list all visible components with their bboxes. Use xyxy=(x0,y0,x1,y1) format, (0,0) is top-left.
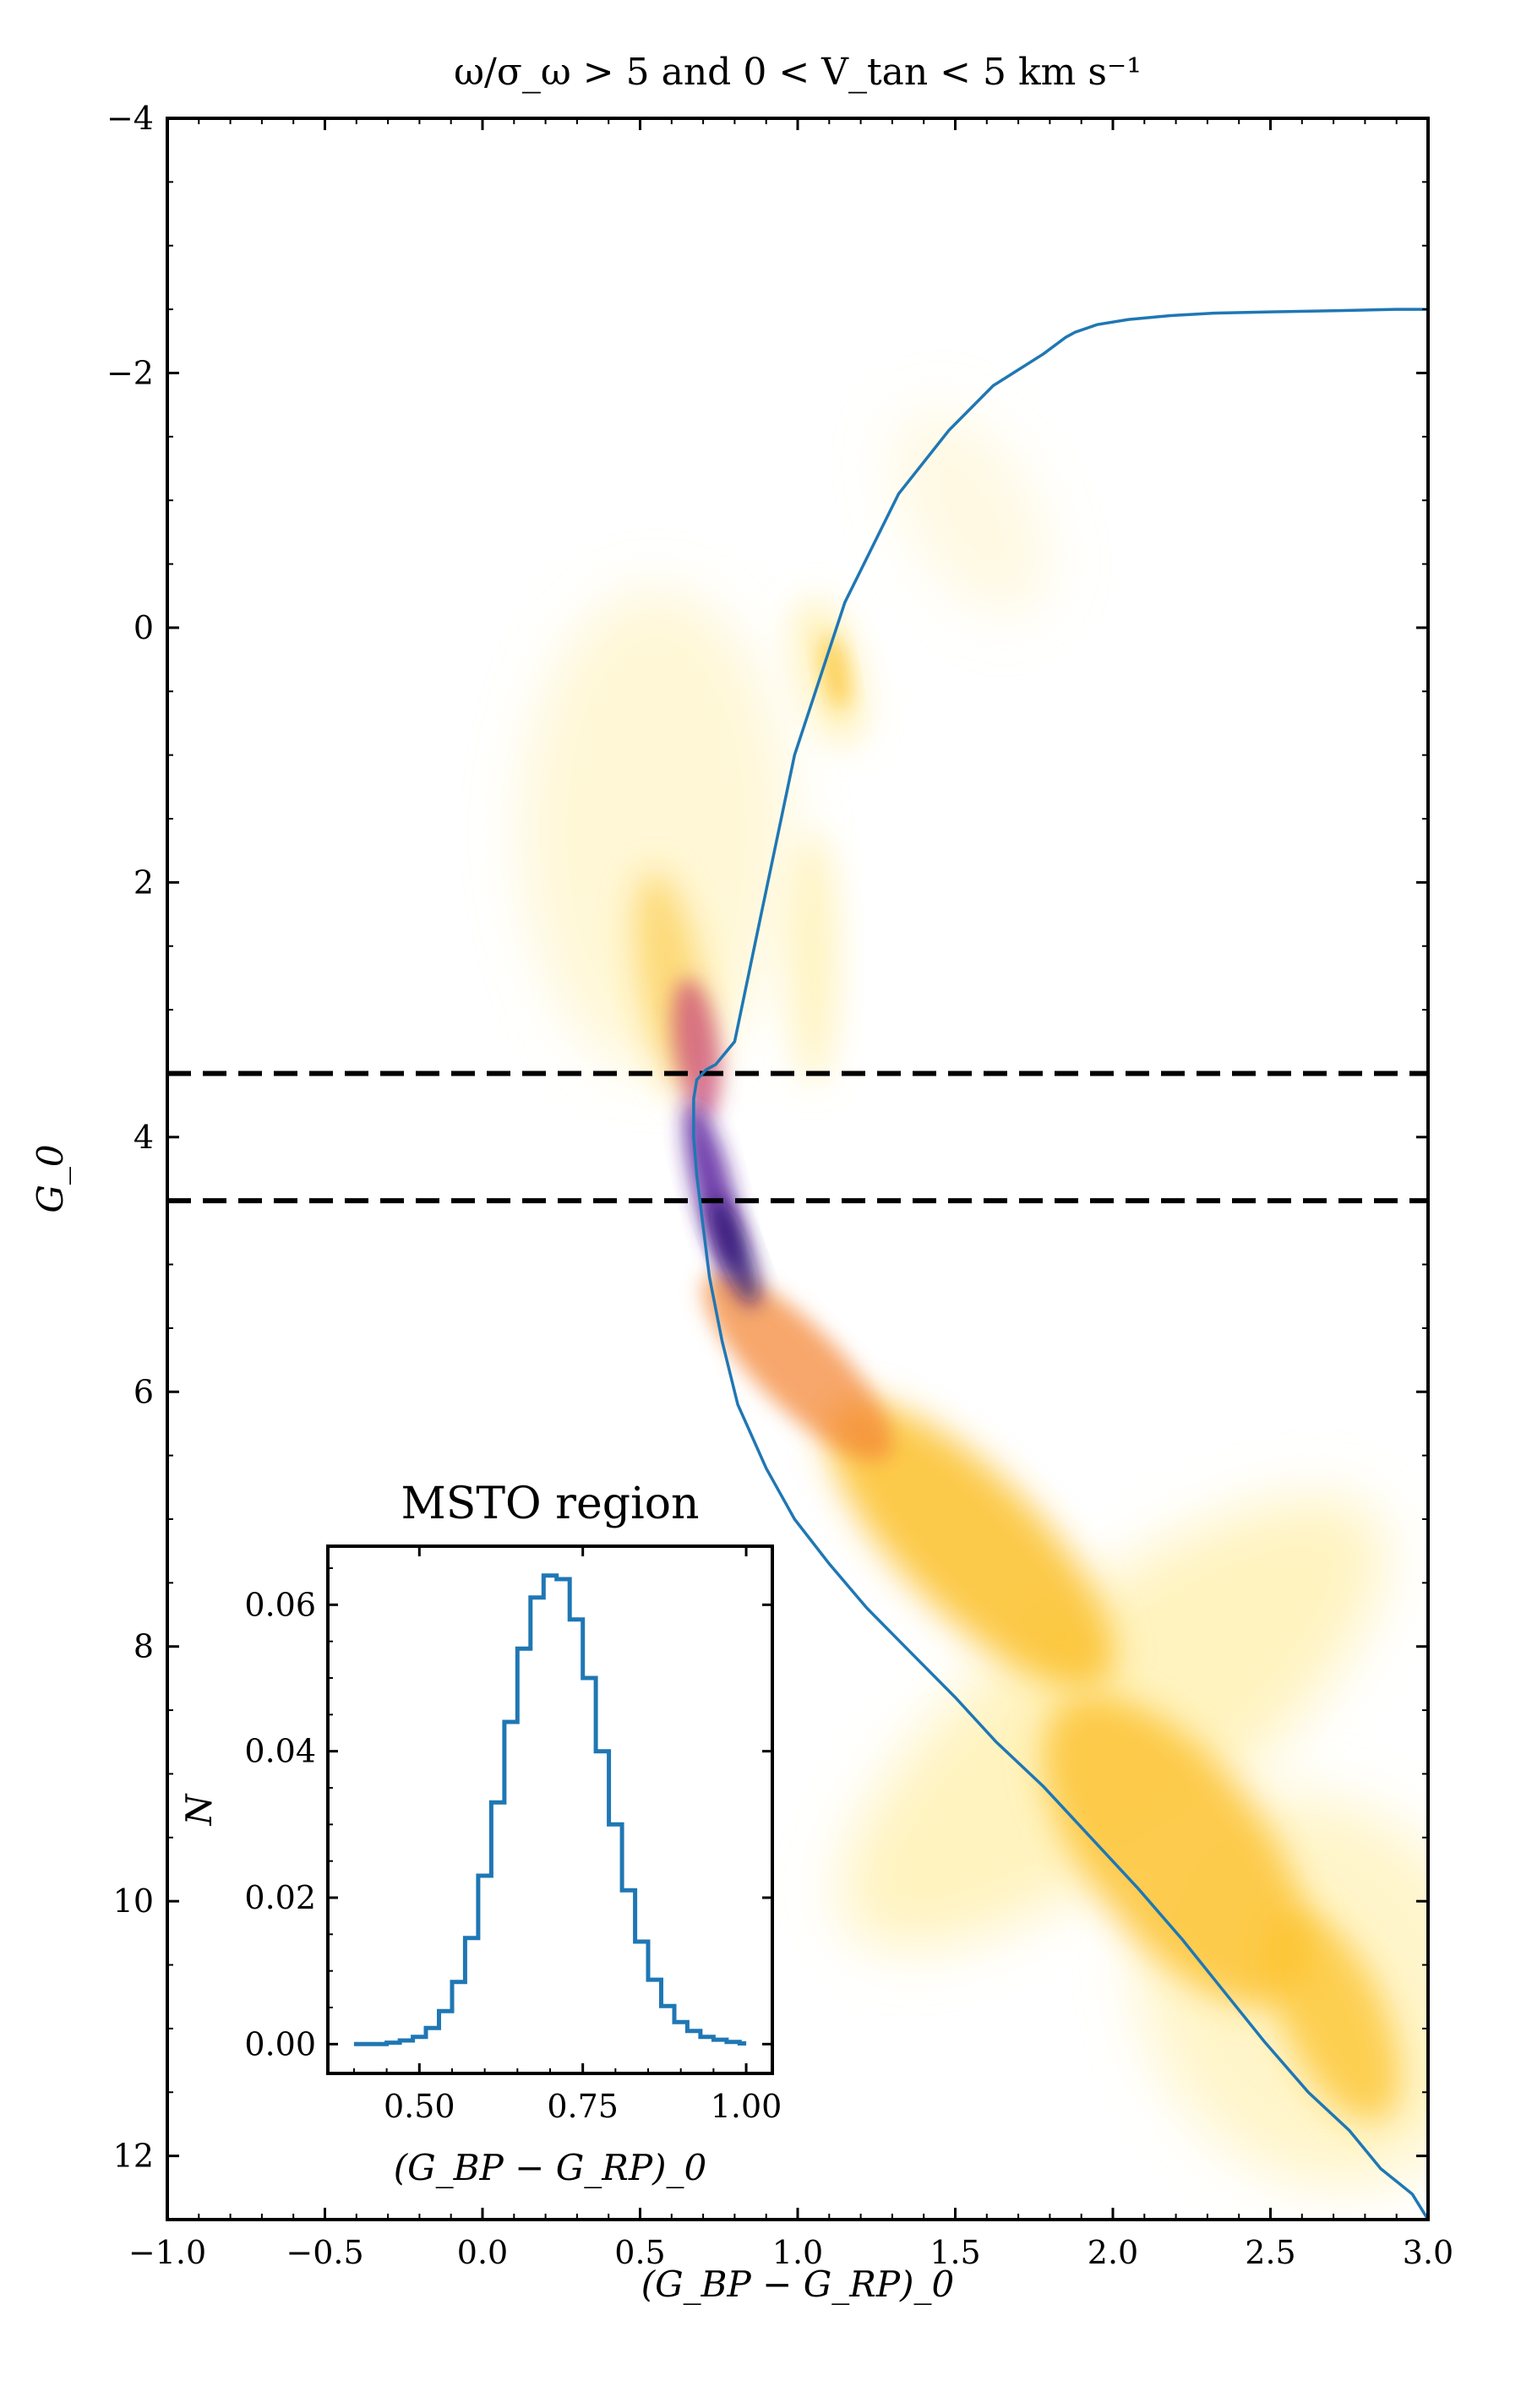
isochrone-line xyxy=(692,308,1428,2220)
density-blob xyxy=(703,1272,892,1462)
inset-y-axis-ticks: 0.00 0.02 0.04 0.06 xyxy=(244,1567,772,2062)
cmd-density xyxy=(523,408,1428,2187)
density-blob xyxy=(523,589,788,1074)
y-tick-label: −4 xyxy=(106,100,154,137)
y-tick-label: −2 xyxy=(106,354,154,391)
x-tick-label: 3.0 xyxy=(1403,2234,1453,2271)
inset-histogram-line xyxy=(353,1573,747,2046)
y-axis-label: G_0 xyxy=(30,1144,71,1212)
x-tick-label: 0.0 xyxy=(457,2234,508,2271)
density-blob xyxy=(1267,1910,1400,2122)
inset-y-axis-label: N xyxy=(178,1793,220,1826)
density-layer xyxy=(523,408,1428,2187)
inset-y-tick-label: 0.00 xyxy=(244,2025,316,2062)
x-tick-label: 2.0 xyxy=(1088,2234,1138,2271)
inset-x-tick-label: 0.50 xyxy=(384,2088,455,2125)
density-blob xyxy=(827,1401,1115,1689)
inset-y-tick-label: 0.04 xyxy=(244,1733,316,1770)
inset-x-tick-label: 1.00 xyxy=(711,2088,782,2125)
y-tick-label: 12 xyxy=(113,2138,154,2175)
density-blob xyxy=(1042,1695,1310,2006)
inset-x-axis-label: (G_BP − G_RP)_0 xyxy=(394,2147,707,2188)
inset-y-tick-label: 0.02 xyxy=(244,1879,316,1916)
inset-title: MSTO region xyxy=(401,1479,699,1529)
x-tick-label: 0.5 xyxy=(614,2234,665,2271)
density-blob xyxy=(710,1197,760,1306)
x-tick-label: 2.5 xyxy=(1245,2234,1295,2271)
y-tick-label: 6 xyxy=(134,1373,154,1410)
x-tick-label: −0.5 xyxy=(286,2234,363,2271)
inset-y-tick-label: 0.06 xyxy=(244,1586,316,1623)
density-blob xyxy=(891,408,1050,618)
dashed-lines xyxy=(167,1071,1428,1204)
y-tick-label: 0 xyxy=(134,609,154,646)
inset-x-tick-label: 0.75 xyxy=(547,2088,619,2125)
y-tick-label: 4 xyxy=(134,1119,154,1156)
y-axis-ticks: −4 −2 0 2 4 6 8 10 12 xyxy=(106,100,1428,2220)
density-blob xyxy=(673,978,721,1118)
chart-title: ω/σ_ω > 5 and 0 < V_tan < 5 km s⁻¹ xyxy=(454,51,1142,94)
inset-background xyxy=(328,1546,772,2073)
x-axis-ticks: −1.0 −0.5 0.0 0.5 1.0 1.5 2.0 2.5 3.0 xyxy=(128,118,1453,2271)
main-plot: −1.0 −0.5 0.0 0.5 1.0 1.5 2.0 2.5 3.0 −4 −2 0 2 4 6 8 1… xyxy=(106,100,1453,2271)
x-tick-label: 1.5 xyxy=(930,2234,980,2271)
inset-plot: MSTO region 0.50 0.75 1.00 0.000.020.040.0… xyxy=(178,1479,782,2188)
x-tick-label: 1.0 xyxy=(772,2234,823,2271)
y-tick-label: 2 xyxy=(134,864,154,901)
x-tick-label: −1.0 xyxy=(128,2234,206,2271)
x-axis-label: (G_BP − G_RP)_0 xyxy=(641,2264,955,2305)
inset-x-axis-ticks: 0.50 0.75 1.00 xyxy=(352,1546,782,2125)
y-tick-label: 8 xyxy=(134,1628,154,1665)
density-blob xyxy=(788,831,839,1087)
y-tick-label: 10 xyxy=(113,1882,154,1920)
